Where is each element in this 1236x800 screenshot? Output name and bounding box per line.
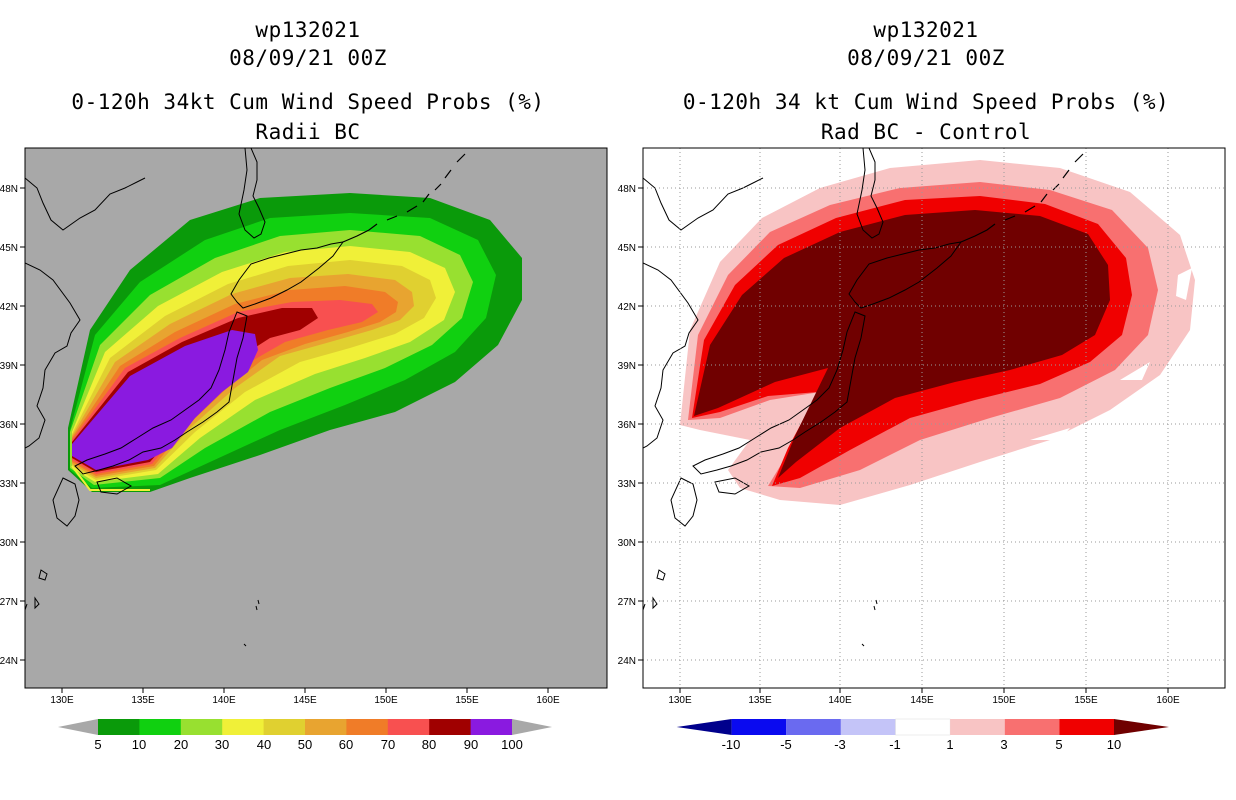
lon-label: 155E [1074,695,1098,706]
left-colorbar-swatch [263,719,306,735]
lon-label: 155E [455,695,479,706]
lat-label: 36N [618,420,636,431]
lon-label: 160E [1156,695,1180,706]
right-map-panel [642,147,1226,689]
lat-label: 48N [618,184,636,195]
right-colorbar-swatch [1004,719,1060,735]
right-colorbar-swatch [786,719,841,735]
lon-label: 160E [536,695,560,706]
right-colorbar-swatch [895,718,951,736]
left-map-frame [24,147,608,689]
left-ticks [20,187,549,693]
colorbar-label: 10 [1107,737,1121,752]
lat-label: 24N [618,656,636,667]
right-colorbar-upper-arrow [1114,719,1169,735]
left-lat-labels: 48N 45N 42N 39N 36N 33N 30N 27N 24N [0,184,18,667]
left-colorbar-swatch [387,719,430,735]
lon-label: 150E [992,695,1016,706]
right-colorbar-swatch [731,719,787,735]
lat-label: 30N [618,538,636,549]
left-colorbar-swatch [139,719,182,735]
colorbar-label: 40 [257,737,271,752]
lat-label: 42N [0,302,18,313]
left-lon-labels: 130E 135E 140E 145E 150E 155E 160E [50,695,560,706]
lat-label: 27N [0,597,18,608]
lon-label: 135E [748,695,772,706]
right-ticks [638,187,1169,693]
left-contour-edge [71,465,150,491]
left-colorbar-swatch [305,719,347,735]
lon-label: 130E [50,695,74,706]
colorbar-label: 20 [174,737,188,752]
lon-label: 135E [131,695,155,706]
right-contour-10 [694,210,1110,478]
colorbar-label: -5 [780,737,792,752]
lat-label: 42N [618,302,636,313]
lat-label: 33N [618,479,636,490]
colorbar-label: 80 [422,737,436,752]
colorbar-label: 5 [1055,737,1062,752]
left-contour-90-100 [72,330,258,470]
colorbar-label: 3 [1000,737,1007,752]
left-colorbar-swatch [222,719,265,735]
right-storm-id: wp132021 [873,18,979,42]
left-colorbar-swatch [429,719,472,735]
lat-label: 39N [618,361,636,372]
colorbar-label: 1 [946,737,953,752]
left-subtitle: Radii BC [255,120,361,144]
colorbar-label: -1 [889,737,901,752]
lon-label: 145E [910,695,934,706]
lat-label: 36N [0,420,18,431]
right-colorbar: -10 -5 -3 -1 1 3 5 10 [676,718,1169,752]
colorbar-label: 100 [501,737,523,752]
lon-label: 140E [212,695,236,706]
left-colorbar-swatch [346,719,389,735]
right-colorbar-swatch [1059,719,1114,735]
left-colorbar-lower-arrow [58,719,98,735]
colorbar-label: 90 [464,737,478,752]
left-colorbar-swatch [470,719,513,735]
lat-label: 33N [0,479,18,490]
lat-label: 39N [0,361,18,372]
colorbar-label: -10 [722,737,741,752]
right-colorbar-swatch [840,719,896,735]
left-colorbar: 5 10 20 30 40 50 60 70 80 90 100 [58,719,552,752]
colorbar-label: 10 [132,737,146,752]
lat-label: 48N [0,184,18,195]
colorbar-label: 30 [215,737,229,752]
left-datetime: 08/09/21 00Z [229,46,387,70]
right-map-frame [642,147,1226,689]
left-storm-id: wp132021 [255,18,361,42]
right-colorbar-lower-arrow [676,719,732,735]
lon-label: 145E [293,695,317,706]
right-lat-labels: 48N 45N 42N 39N 36N 33N 30N 27N 24N [618,184,636,667]
lat-label: 45N [618,243,636,254]
lat-label: 30N [0,538,18,549]
left-colorbar-upper-arrow [512,719,552,735]
left-map-panel [24,147,608,689]
right-lon-labels: 130E 135E 140E 145E 150E 155E 160E [668,695,1180,706]
lon-label: 150E [374,695,398,706]
right-gridlines [643,148,1225,688]
lat-label: 27N [618,597,636,608]
lat-label: 45N [0,243,18,254]
right-title: 0-120h 34 kt Cum Wind Speed Probs (%) [682,90,1170,114]
left-colorbar-swatch [98,719,140,735]
lon-label: 140E [828,695,852,706]
colorbar-label: -3 [834,737,846,752]
colorbar-label: 50 [298,737,312,752]
left-colorbar-swatch [180,719,223,735]
right-subtitle: Rad BC - Control [820,120,1032,144]
left-title: 0-120h 34kt Cum Wind Speed Probs (%) [71,90,545,114]
colorbar-label: 70 [381,737,395,752]
colorbar-label: 5 [94,737,101,752]
colorbar-label: 60 [339,737,353,752]
right-colorbar-swatch [950,719,1005,735]
lon-label: 130E [668,695,692,706]
lat-label: 24N [0,656,18,667]
right-datetime: 08/09/21 00Z [847,46,1005,70]
